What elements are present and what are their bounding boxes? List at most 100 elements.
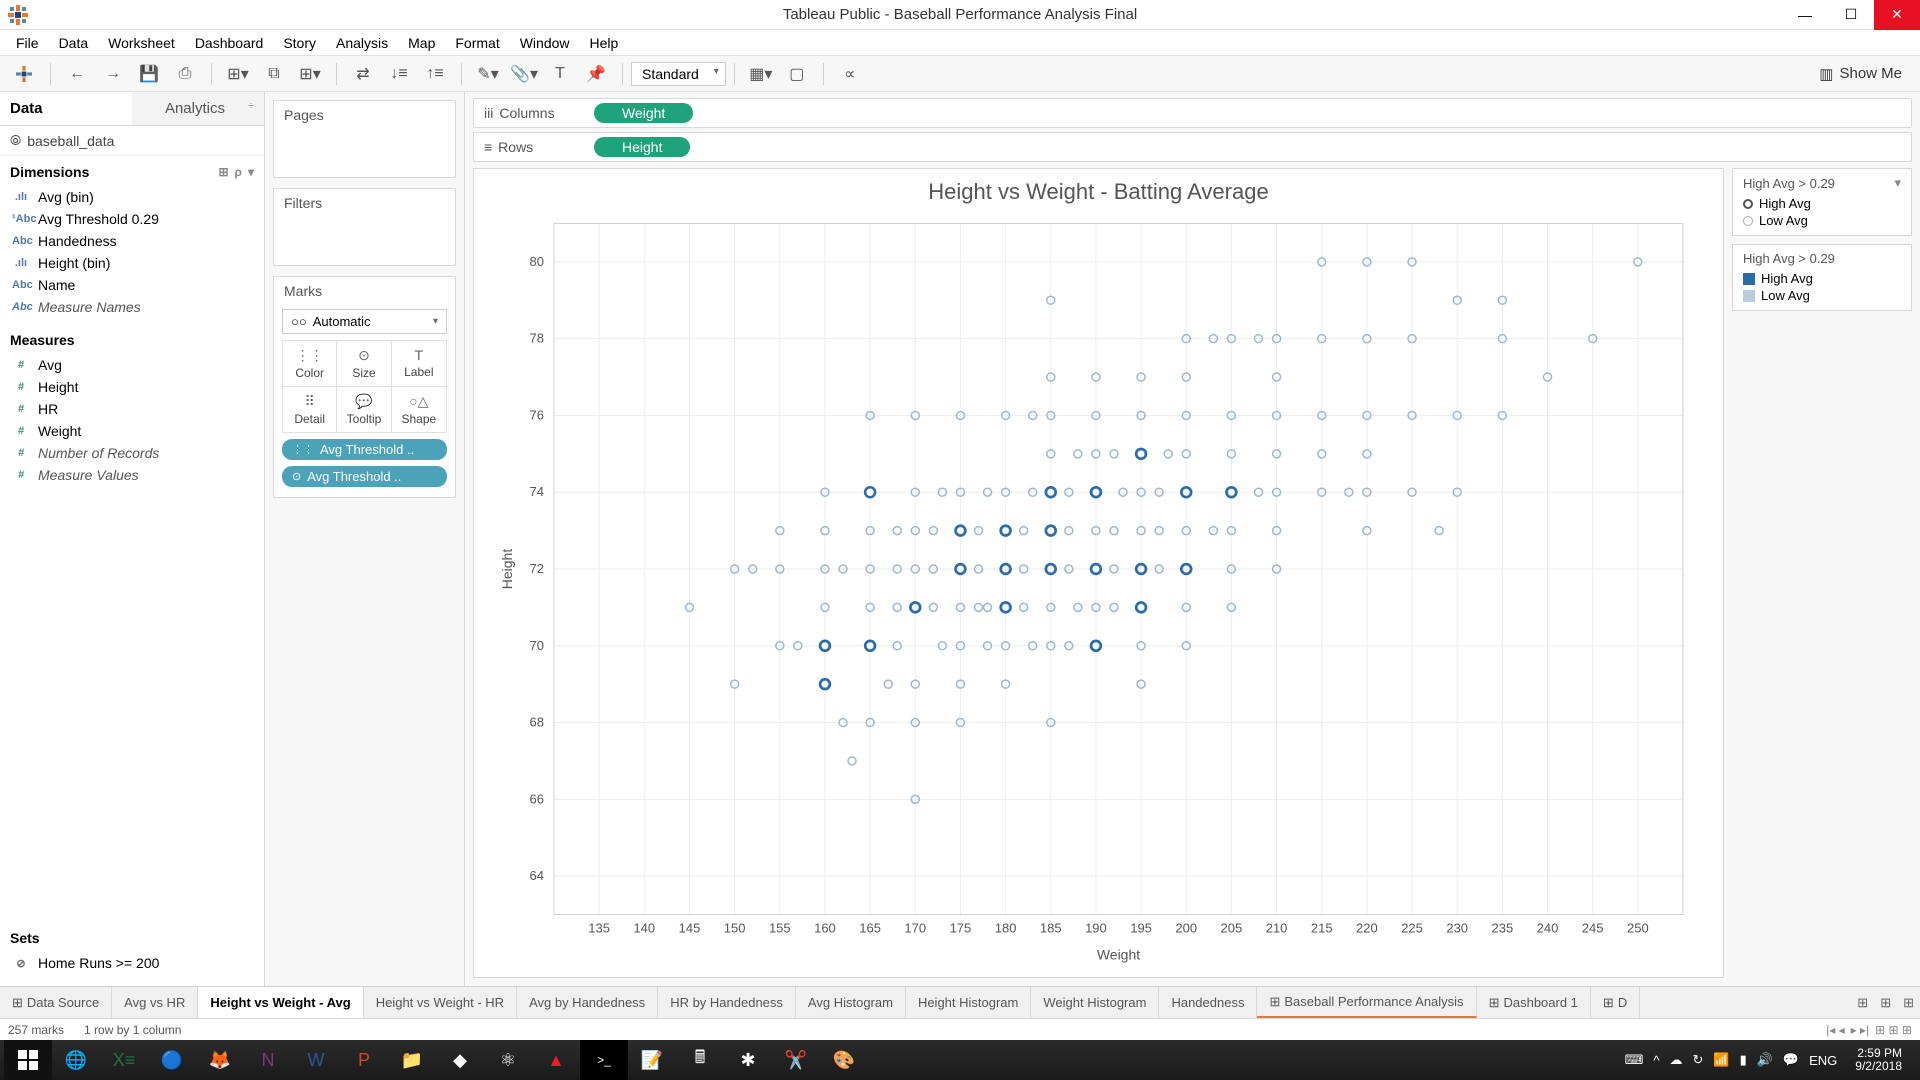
onenote-icon[interactable]: N: [244, 1040, 292, 1080]
action-center-icon[interactable]: 💬: [1783, 1052, 1799, 1068]
field-item[interactable]: .ılıHeight (bin): [0, 252, 264, 274]
sheet-tab[interactable]: ⊞Baseball Performance Analysis: [1257, 987, 1476, 1018]
battery-tray-icon[interactable]: ▮: [1740, 1052, 1747, 1068]
app-icon[interactable]: ◆: [436, 1040, 484, 1080]
color-legend[interactable]: High Avg > 0.29 High AvgLow Avg: [1732, 244, 1912, 311]
undo-button[interactable]: ←: [63, 60, 91, 88]
field-item[interactable]: #Height: [0, 376, 264, 398]
sheet-tab[interactable]: Height Histogram: [906, 987, 1031, 1018]
highlight-button[interactable]: ✎▾: [474, 60, 502, 88]
powerpoint-icon[interactable]: P: [340, 1040, 388, 1080]
menu-story[interactable]: Story: [273, 31, 326, 55]
menu-map[interactable]: Map: [398, 31, 445, 55]
clear-button[interactable]: ⊞▾: [296, 60, 324, 88]
field-item[interactable]: ⊘Home Runs >= 200: [0, 952, 264, 974]
chrome-icon[interactable]: 🔵: [148, 1040, 196, 1080]
new-worksheet-button[interactable]: ⊞▾: [224, 60, 252, 88]
share-button[interactable]: ∝: [836, 60, 864, 88]
menu-dashboard[interactable]: Dashboard: [185, 31, 274, 55]
filters-shelf[interactable]: Filters: [273, 188, 456, 266]
labels-button[interactable]: T: [546, 60, 574, 88]
marks-detail-button[interactable]: ⠿Detail: [283, 387, 337, 432]
sheet-tab[interactable]: Weight Histogram: [1031, 987, 1159, 1018]
sort-desc-button[interactable]: ↑≡: [421, 60, 449, 88]
marks-pill[interactable]: ⋮⋮Avg Threshold ..: [282, 439, 447, 460]
sheet-tab[interactable]: Height vs Weight - Avg: [198, 987, 363, 1018]
swap-button[interactable]: ⇄: [349, 60, 377, 88]
showme-button[interactable]: ▥ Show Me: [1807, 65, 1914, 83]
menu-help[interactable]: Help: [580, 31, 629, 55]
sheet-tab[interactable]: HR by Handedness: [658, 987, 796, 1018]
field-item[interactable]: AbcHandedness: [0, 230, 264, 252]
field-item[interactable]: #Avg: [0, 354, 264, 376]
legend-item[interactable]: Low Avg: [1743, 287, 1901, 304]
firefox-icon[interactable]: 🦊: [196, 1040, 244, 1080]
explorer-icon[interactable]: 📁: [388, 1040, 436, 1080]
field-item[interactable]: #HR: [0, 398, 264, 420]
save-button[interactable]: 💾: [135, 60, 163, 88]
marks-color-button[interactable]: ⋮⋮Color: [283, 341, 337, 387]
rows-shelf[interactable]: ≡Rows Height: [473, 132, 1912, 162]
marks-size-button[interactable]: ⊙Size: [337, 341, 391, 387]
field-item[interactable]: #Number of Records: [0, 442, 264, 464]
datasource-name[interactable]: ⦾ baseball_data: [0, 126, 264, 156]
sheet-tab[interactable]: Handedness: [1159, 987, 1257, 1018]
sheet-tab[interactable]: ⊞Data Source: [0, 987, 112, 1018]
duplicate-button[interactable]: ⧉: [260, 60, 288, 88]
marks-pill[interactable]: ⊙Avg Threshold ..: [282, 466, 447, 487]
acrobat-icon[interactable]: ▲: [532, 1040, 580, 1080]
word-icon[interactable]: W: [292, 1040, 340, 1080]
snip-icon[interactable]: ✂️: [772, 1040, 820, 1080]
field-item[interactable]: #Weight: [0, 420, 264, 442]
show-cards-button[interactable]: ▦▾: [747, 60, 775, 88]
sheet-tab[interactable]: Avg vs HR: [112, 987, 198, 1018]
sync-tray-icon[interactable]: ↻: [1692, 1052, 1703, 1068]
marks-tooltip-button[interactable]: 💬Tooltip: [337, 387, 391, 432]
columns-pill[interactable]: Weight: [594, 103, 693, 123]
start-button[interactable]: [4, 1040, 52, 1080]
taskbar-clock[interactable]: 2:59 PM 9/2/2018: [1847, 1047, 1910, 1073]
sort-asc-button[interactable]: ↓≡: [385, 60, 413, 88]
tableau-taskbar-icon[interactable]: ✱: [724, 1040, 772, 1080]
legend-item[interactable]: High Avg: [1743, 195, 1901, 212]
sheet-tab[interactable]: ⊞Dashboard 1: [1477, 987, 1591, 1018]
network-tray-icon[interactable]: 📶: [1713, 1052, 1729, 1068]
field-item[interactable]: AbcName: [0, 274, 264, 296]
legend-item[interactable]: High Avg: [1743, 270, 1901, 287]
excel-icon[interactable]: X≡: [100, 1040, 148, 1080]
shape-legend[interactable]: High Avg > 0.29▾ High AvgLow Avg: [1732, 168, 1912, 236]
new-datasource-button[interactable]: ⎙: [171, 60, 199, 88]
language-indicator[interactable]: ENG: [1809, 1053, 1837, 1068]
maximize-button[interactable]: ☐: [1828, 0, 1874, 30]
calculator-icon[interactable]: 🖩: [676, 1040, 724, 1080]
field-item[interactable]: ¹AbcAvg Threshold 0.29: [0, 208, 264, 230]
tableau-icon[interactable]: [10, 60, 38, 88]
notepad-icon[interactable]: 📝: [628, 1040, 676, 1080]
minimize-button[interactable]: —: [1782, 0, 1828, 30]
scatter-chart[interactable]: 6466687072747678801351401451501551601651…: [494, 211, 1703, 972]
menu-file[interactable]: File: [6, 31, 49, 55]
columns-shelf[interactable]: iiiColumns Weight: [473, 98, 1912, 128]
marks-label-button[interactable]: TLabel: [392, 341, 446, 387]
data-tab[interactable]: Data: [0, 92, 132, 125]
presentation-button[interactable]: ▢: [783, 60, 811, 88]
field-item[interactable]: .ılıAvg (bin): [0, 186, 264, 208]
analytics-tab[interactable]: Analytics ÷: [132, 92, 264, 125]
cloud-tray-icon[interactable]: ☁: [1669, 1052, 1682, 1068]
sheet-tab[interactable]: Avg by Handedness: [517, 987, 658, 1018]
marks-shape-button[interactable]: ○△Shape: [392, 387, 446, 432]
chevron-up-icon[interactable]: ^: [1653, 1053, 1659, 1068]
terminal-icon[interactable]: >_: [580, 1040, 628, 1080]
pin-button[interactable]: 📌: [582, 60, 610, 88]
fit-dropdown[interactable]: Standard: [631, 62, 726, 86]
close-button[interactable]: ✕: [1874, 0, 1920, 30]
volume-tray-icon[interactable]: 🔊: [1757, 1052, 1773, 1068]
field-item[interactable]: AbcMeasure Names: [0, 296, 264, 318]
redo-button[interactable]: →: [99, 60, 127, 88]
legend-item[interactable]: Low Avg: [1743, 212, 1901, 229]
paint-icon[interactable]: 🎨: [820, 1040, 868, 1080]
menu-analysis[interactable]: Analysis: [326, 31, 398, 55]
ie-icon[interactable]: 🌐: [52, 1040, 100, 1080]
mark-type-dropdown[interactable]: ○○Automatic: [282, 309, 447, 334]
keyboard-tray-icon[interactable]: ⌨: [1625, 1052, 1644, 1068]
